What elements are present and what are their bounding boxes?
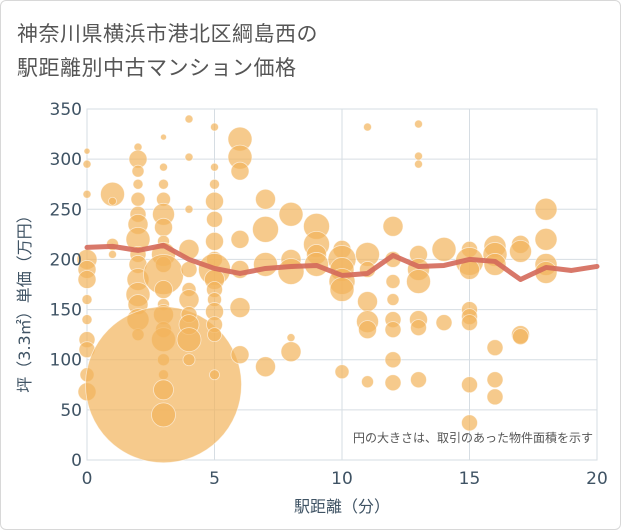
bubble-point: [410, 371, 427, 389]
y-tick-label: 50: [60, 401, 82, 421]
size-annotation: 円の大きさは、取引のあった物件面積を示す: [353, 430, 593, 445]
bubble-point: [160, 133, 167, 141]
bubble-point: [486, 339, 504, 357]
bubble-point: [82, 159, 92, 169]
bubble-point: [153, 379, 174, 401]
x-axis-label: 駅距離（分）: [294, 497, 390, 516]
bubble-point: [209, 369, 220, 381]
bubble-point: [230, 161, 250, 181]
bubble-point: [184, 114, 194, 124]
bubble-point: [82, 189, 92, 199]
bubble-point: [131, 164, 145, 178]
bubble-point: [205, 191, 224, 211]
bubble-series: [76, 114, 558, 464]
bubble-point: [280, 341, 302, 363]
bubble-point: [384, 351, 402, 369]
average-trend-line: [84, 242, 600, 282]
bubble-point: [206, 210, 223, 228]
bubble-point: [182, 353, 196, 367]
bubble-point: [461, 314, 478, 332]
bubble-point: [414, 119, 423, 129]
bubble-point: [414, 151, 423, 161]
bubble-point: [100, 181, 125, 207]
bubble-point: [534, 227, 558, 251]
bubble-point: [363, 122, 372, 132]
bubble-point: [151, 402, 176, 428]
bubble-point: [334, 364, 350, 380]
chart-title: 神奈川県横浜市港北区綱島西の 駅距離別中古マンション価格: [17, 17, 437, 85]
bubble-point: [154, 217, 173, 237]
bubble-point: [277, 258, 305, 285]
bubble-point: [357, 291, 378, 312]
bubble-point: [209, 178, 220, 190]
bubble-point: [176, 327, 202, 353]
bubble-point: [130, 191, 146, 207]
bubble-point: [286, 333, 296, 343]
bubble-point: [184, 204, 194, 214]
bubble-point: [512, 328, 529, 346]
bubble-point: [132, 178, 144, 190]
bubble-point: [386, 293, 400, 306]
x-tick-label: 5: [209, 469, 220, 489]
bubble-point: [384, 374, 402, 392]
bubble-point: [406, 269, 431, 294]
bubble-point: [534, 197, 558, 221]
bubble-point: [410, 319, 427, 337]
bubble-point: [382, 215, 404, 237]
bubble-point: [210, 122, 219, 132]
y-tick-labels: 0 50 100 150 200 250 300 350: [50, 100, 82, 471]
x-tick-label: 0: [82, 469, 93, 489]
bubble-point: [108, 196, 117, 206]
bubble-point: [509, 240, 532, 263]
bubble-point: [461, 414, 478, 432]
y-tick-label: 150: [50, 301, 82, 321]
y-tick-label: 200: [50, 250, 82, 270]
bubble-point: [461, 376, 478, 394]
y-tick-label: 100: [50, 351, 82, 371]
bubble-point: [230, 345, 250, 365]
y-tick-label: 250: [50, 200, 82, 220]
x-tick-label: 15: [459, 469, 481, 489]
bubble-point: [252, 215, 279, 243]
bubble-point: [205, 231, 224, 251]
y-tick-label: 350: [50, 100, 82, 120]
chart-title-line2: 駅距離別中古マンション価格: [17, 56, 297, 80]
bubble-point: [435, 314, 453, 332]
x-tick-label: 10: [331, 469, 353, 489]
y-tick-label: 300: [50, 150, 82, 170]
x-tick-label: 20: [586, 469, 608, 489]
bubble-point: [329, 277, 355, 302]
bubble-point: [278, 201, 304, 227]
bubble-point: [255, 188, 276, 210]
bubble-point: [159, 162, 168, 172]
bubble-point: [253, 252, 278, 277]
bubble-point: [81, 294, 93, 305]
bubble-point: [230, 229, 250, 249]
chart-title-line1: 神奈川県横浜市港北区綱島西の: [17, 22, 318, 46]
bubble-point: [210, 162, 219, 172]
bubble-point: [229, 297, 251, 318]
bubble-point: [486, 371, 504, 389]
bubble-point: [358, 320, 377, 340]
y-tick-label: 0: [71, 451, 82, 471]
bubble-point: [385, 274, 401, 289]
bubble-point: [486, 388, 504, 406]
bubble-point: [83, 147, 91, 155]
bubble-point: [384, 321, 402, 339]
bubble-point: [81, 314, 93, 326]
x-tick-labels: 0 5 10 15 20: [82, 469, 608, 489]
bubble-point: [414, 159, 423, 169]
bubble-point: [77, 270, 97, 289]
y-axis-label: 坪（3.3㎡）単価（万円）: [15, 207, 34, 392]
bubble-point: [184, 152, 194, 162]
bubble-point: [207, 327, 222, 343]
bubble-point: [108, 250, 117, 259]
bubble-point: [255, 356, 276, 378]
bubble-point: [431, 236, 457, 262]
bubble-point: [158, 178, 169, 190]
bubble-point: [361, 375, 374, 389]
bubble-point: [154, 280, 173, 299]
trend-line-group: [84, 242, 600, 282]
